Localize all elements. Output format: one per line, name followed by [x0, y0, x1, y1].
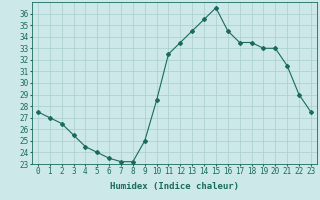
X-axis label: Humidex (Indice chaleur): Humidex (Indice chaleur): [110, 182, 239, 191]
